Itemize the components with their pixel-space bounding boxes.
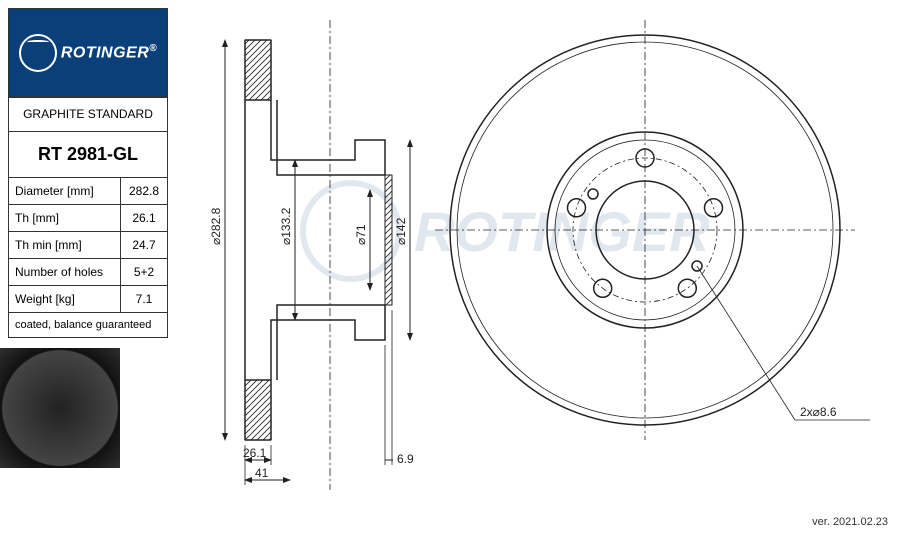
spec-table: GRAPHITE STANDARD RT 2981-GL Diameter [m… — [8, 96, 168, 338]
dim-diameter-hub1: ⌀133.2 — [279, 207, 293, 245]
brand-logo: ROTINGER® — [8, 8, 168, 98]
spec-value: 26.1 — [121, 205, 167, 231]
brand-name: ROTINGER® — [61, 43, 157, 62]
globe-icon — [19, 34, 57, 72]
spec-label: Th [mm] — [9, 205, 121, 231]
technical-drawing: ⌀282.8 ⌀133.2 ⌀71 ⌀142 26.1 41 6.9 — [175, 0, 900, 534]
spec-value: 282.8 — [121, 178, 167, 204]
side-view: ⌀282.8 ⌀133.2 ⌀71 ⌀142 26.1 41 6.9 — [209, 20, 414, 490]
spec-value: 24.7 — [121, 232, 167, 258]
product-thumbnail — [0, 348, 120, 468]
logo-inner: ROTINGER® — [19, 34, 157, 72]
dim-41: 41 — [255, 466, 269, 480]
table-row: Th [mm] 26.1 — [9, 204, 167, 231]
spec-note: coated, balance guaranteed — [9, 312, 167, 337]
table-row: Number of holes 5+2 — [9, 258, 167, 285]
dim-thickness: 26.1 — [243, 446, 267, 460]
front-view: 2x⌀8.6 — [435, 20, 870, 440]
spec-label: Th min [mm] — [9, 232, 121, 258]
thumbnail-disc — [0, 348, 120, 468]
spec-label: Weight [kg] — [9, 286, 121, 312]
table-row: Th min [mm] 24.7 — [9, 231, 167, 258]
dim-diameter-outer: ⌀282.8 — [209, 207, 223, 245]
version-label: ver. 2021.02.23 — [812, 516, 888, 528]
hole-callout: 2x⌀8.6 — [800, 405, 837, 419]
registered-icon: ® — [149, 43, 157, 54]
dim-diameter-bore: ⌀71 — [354, 224, 368, 245]
brand-text: ROTINGER — [61, 45, 149, 62]
table-row: Diameter [mm] 282.8 — [9, 177, 167, 204]
table-row: Weight [kg] 7.1 — [9, 285, 167, 312]
spec-label: Diameter [mm] — [9, 178, 121, 204]
dim-diameter-hub2: ⌀142 — [394, 217, 408, 245]
spec-value: 7.1 — [121, 286, 167, 312]
spec-label: Number of holes — [9, 259, 121, 285]
standard-label: GRAPHITE STANDARD — [9, 96, 167, 131]
dim-hat: 6.9 — [397, 452, 414, 466]
part-number: RT 2981-GL — [9, 131, 167, 177]
spec-value: 5+2 — [121, 259, 167, 285]
